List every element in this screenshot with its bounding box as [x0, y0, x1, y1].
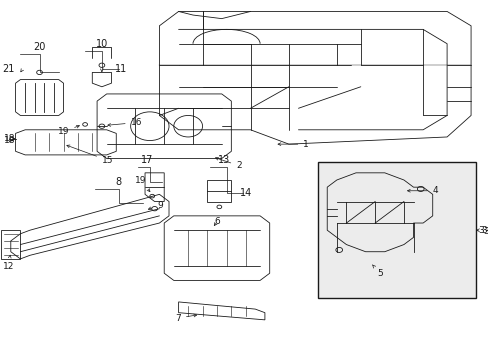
Text: 9: 9 — [148, 201, 163, 210]
Text: 4: 4 — [407, 186, 437, 195]
Text: 17: 17 — [141, 155, 153, 165]
Text: 10: 10 — [96, 39, 108, 49]
Text: 18: 18 — [3, 136, 15, 145]
Text: 11: 11 — [115, 64, 127, 74]
Bar — [317, 162, 475, 298]
Text: 2: 2 — [215, 157, 241, 170]
Text: 21: 21 — [2, 64, 15, 74]
Text: 8: 8 — [115, 177, 122, 187]
Text: 3: 3 — [481, 226, 487, 235]
Text: 6: 6 — [214, 217, 220, 226]
Text: 18: 18 — [3, 134, 15, 143]
Text: 5: 5 — [372, 265, 382, 278]
Text: 7: 7 — [175, 314, 196, 323]
Text: 20: 20 — [33, 42, 46, 52]
Text: 1: 1 — [278, 140, 308, 149]
Text: 14: 14 — [239, 188, 251, 198]
Text: 13: 13 — [218, 155, 230, 165]
Text: 16: 16 — [107, 118, 142, 127]
Text: 15: 15 — [67, 145, 113, 165]
Text: 12: 12 — [3, 255, 14, 271]
Text: 19: 19 — [58, 125, 79, 136]
Text: 3: 3 — [476, 226, 483, 235]
Text: 3: 3 — [482, 228, 488, 237]
Text: 19: 19 — [134, 176, 150, 192]
